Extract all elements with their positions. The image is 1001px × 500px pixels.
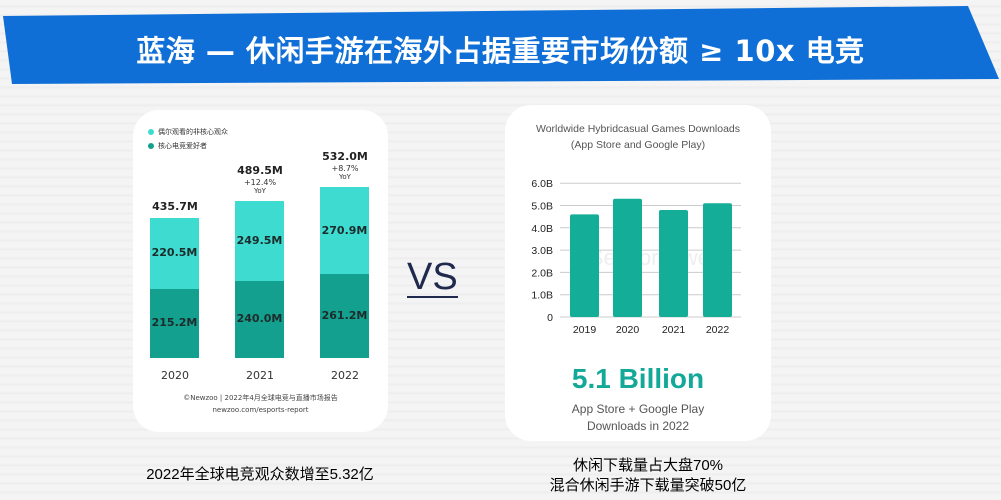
x-tick-label: 2020 xyxy=(161,369,189,382)
y-tick-label: 6.0B xyxy=(531,178,553,190)
bar-segment-core xyxy=(235,280,284,358)
bar xyxy=(613,198,642,317)
x-tick-label: 2021 xyxy=(246,369,274,382)
segment-label: 220.5M xyxy=(151,246,198,260)
bar-segment-casual xyxy=(235,200,284,281)
bar xyxy=(659,209,688,317)
legend-swatch xyxy=(148,129,154,135)
growth-unit: YoY xyxy=(254,186,266,195)
segment-label: 215.2M xyxy=(151,316,198,330)
page-title: 蓝海 — 休闲手游在海外占据重要市场份额 ≥ 10x 电竞 xyxy=(136,34,865,68)
highlight-sub: App Store + Google Play xyxy=(571,402,705,416)
right-caption: 混合休闲手游下载量突破50亿 xyxy=(549,477,747,494)
y-tick-label: 4.0B xyxy=(531,223,553,235)
legend-item: 偶尔观看的非核心观众 xyxy=(148,127,228,137)
source-note: ©Newzoo | 2022年4月全球电竞与直播市场报告 xyxy=(183,394,338,402)
growth-label: +8.7% xyxy=(331,164,359,174)
bar-segment-core xyxy=(320,274,369,358)
bar xyxy=(703,203,732,317)
vs-label: VS xyxy=(407,256,458,298)
legend-item: 核心电竞爱好者 xyxy=(148,141,207,151)
y-tick-label: 5.0B xyxy=(531,201,553,213)
x-tick-label: 2022 xyxy=(706,324,730,336)
bar-segment-core xyxy=(150,288,199,358)
x-tick-label: 2022 xyxy=(331,369,359,382)
legend-swatch xyxy=(148,143,154,149)
x-tick-label: 2021 xyxy=(662,324,686,336)
y-tick-label: 0 xyxy=(547,312,553,324)
legend-label: 核心电竞爱好者 xyxy=(158,142,207,150)
source-url: newzoo.com/esports-report xyxy=(212,406,309,414)
chart-title: Worldwide Hybridcasual Games Downloads xyxy=(535,123,741,135)
segment-label: 240.0M xyxy=(236,312,283,326)
right-caption: 休闲下载量占大盘70% xyxy=(572,457,724,474)
highlight-value: 5.1 Billion xyxy=(571,363,705,394)
y-tick-label: 3.0B xyxy=(531,245,553,257)
left-caption: 2022年全球电竞观众数增至5.32亿 xyxy=(146,466,374,483)
bar-segment-casual xyxy=(320,187,369,275)
x-tick-label: 2019 xyxy=(573,324,597,336)
bar-segment-casual xyxy=(150,218,199,289)
title-banner xyxy=(3,6,999,84)
total-label: 489.5M xyxy=(237,163,283,177)
segment-label: 249.5M xyxy=(236,233,283,247)
watermark: SensorTower xyxy=(589,245,717,270)
y-tick-label: 2.0B xyxy=(531,267,553,279)
downloads-bar-chart: SensorTower 0 1.0B 2.0B 3.0B 4.0B 5.0B 6.0B 2019… xyxy=(531,178,741,336)
chart-subtitle: (App Store and Google Play) xyxy=(570,139,706,151)
total-label: 532.0M xyxy=(322,150,368,164)
bar xyxy=(570,214,599,317)
growth-label: +12.4% xyxy=(243,177,277,187)
segment-label: 261.2M xyxy=(321,309,368,323)
highlight-sub: Downloads in 2022 xyxy=(586,419,690,433)
legend-label: 偶尔观看的非核心观众 xyxy=(158,128,228,136)
y-tick-label: 1.0B xyxy=(531,290,553,302)
total-label: 435.7M xyxy=(152,200,198,213)
x-tick-label: 2020 xyxy=(616,324,640,336)
growth-unit: YoY xyxy=(339,173,351,182)
segment-label: 270.9M xyxy=(321,223,368,237)
